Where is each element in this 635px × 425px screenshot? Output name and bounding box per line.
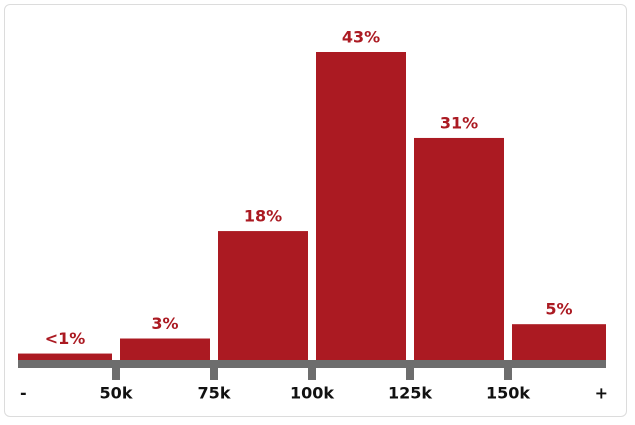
tick-mark (406, 360, 414, 380)
value-label: 43% (342, 28, 380, 47)
bar (18, 353, 112, 360)
x-tick-label: 125k (388, 384, 432, 403)
tick-mark (504, 360, 512, 380)
value-label: 3% (151, 314, 178, 333)
bar (512, 324, 606, 360)
tick-mark (210, 360, 218, 380)
value-label: 5% (545, 300, 572, 319)
x-tick-label: 75k (198, 384, 231, 403)
x-tick-label: + (595, 384, 608, 403)
x-tick-label: - (20, 384, 27, 403)
value-label: 31% (440, 113, 478, 132)
bar (316, 52, 406, 360)
bar (414, 137, 504, 360)
bar (218, 231, 308, 360)
x-tick-label: 150k (486, 384, 530, 403)
tick-mark (112, 360, 120, 380)
tick-mark (308, 360, 316, 380)
bar (120, 338, 210, 360)
x-tick-label: 50k (100, 384, 133, 403)
value-label: <1% (45, 329, 86, 348)
x-tick-label: 100k (290, 384, 334, 403)
value-label: 18% (244, 207, 282, 226)
